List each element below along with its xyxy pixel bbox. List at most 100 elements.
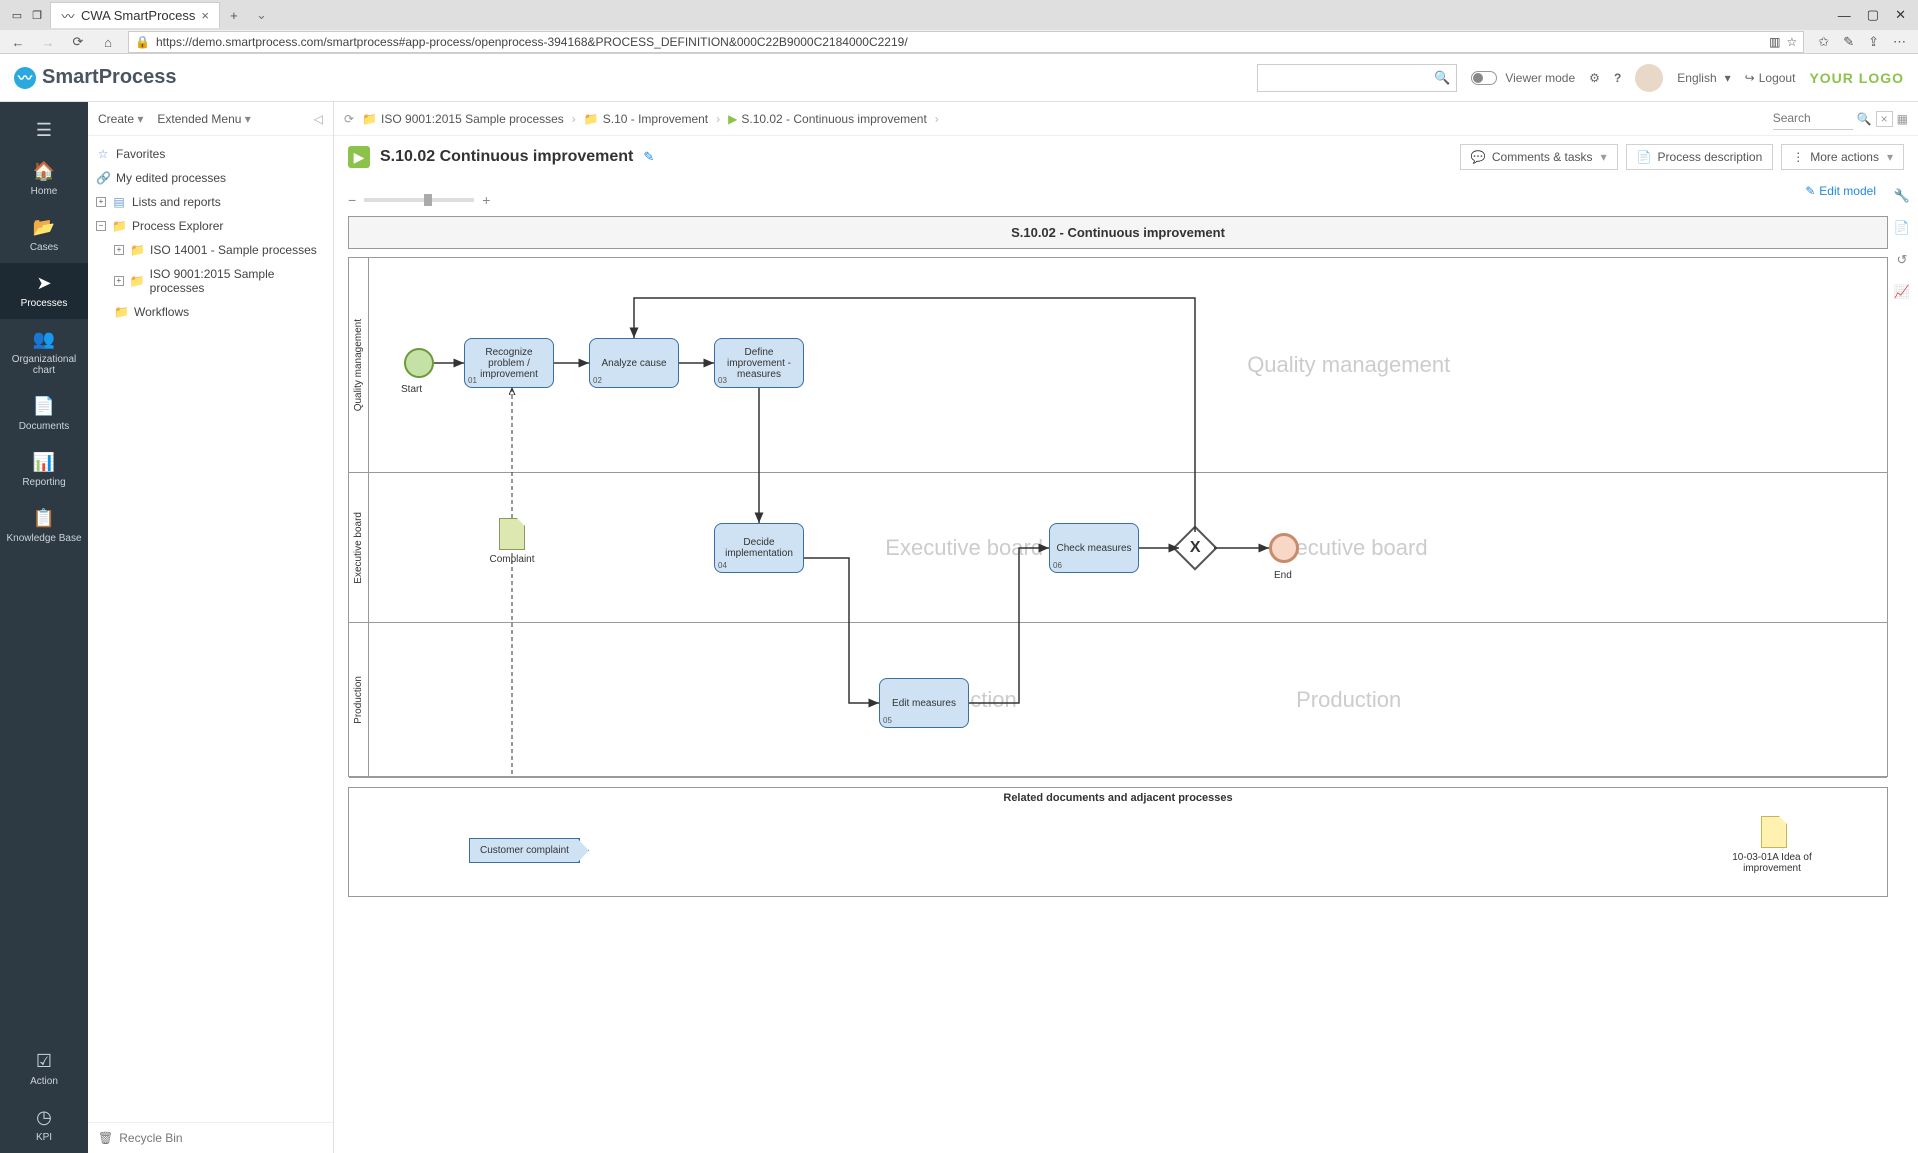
logout-button[interactable]: ↪ Logout xyxy=(1745,71,1796,85)
zoom-slider[interactable] xyxy=(364,198,474,202)
extended-menu-dropdown[interactable]: Extended Menu xyxy=(157,112,250,126)
forward-icon[interactable]: → xyxy=(38,32,58,52)
home-icon[interactable]: ⌂ xyxy=(98,32,118,52)
viewer-mode-label: Viewer mode xyxy=(1505,71,1575,85)
bc-item-2[interactable]: 📁S.10 - Improvement xyxy=(584,112,708,126)
lock-icon: 🔒 xyxy=(135,35,150,49)
rail-org[interactable]: 👥Organizational chart xyxy=(0,319,88,386)
right-tool-rail: 🔧 📄 ↺ 📈 xyxy=(1890,188,1914,300)
tree-iso9001[interactable]: +📁ISO 9001:2015 Sample processes xyxy=(92,262,329,300)
rail-kpi[interactable]: ◷KPI xyxy=(0,1097,88,1153)
collapse-icon[interactable]: − xyxy=(96,221,106,231)
grid-icon[interactable]: ▦ xyxy=(1897,112,1908,126)
tree-iso14001[interactable]: +📁ISO 14001 - Sample processes xyxy=(92,238,329,262)
browser-tab[interactable]: 〰 CWA SmartProcess × xyxy=(50,2,220,28)
zoom-out-icon[interactable]: − xyxy=(348,192,356,208)
pencil-icon: ✎ xyxy=(1805,184,1815,198)
more-icon[interactable]: ⋯ xyxy=(1893,34,1906,50)
edit-model-link[interactable]: ✎Edit model xyxy=(1805,184,1876,198)
toggle-icon[interactable] xyxy=(1471,71,1497,85)
tree-explorer[interactable]: −📁Process Explorer xyxy=(92,214,329,238)
minimize-icon[interactable]: — xyxy=(1838,8,1851,23)
folder-icon: 📁 xyxy=(130,274,144,288)
call-activity-customer-complaint[interactable]: Customer complaint xyxy=(469,838,580,863)
end-event[interactable] xyxy=(1269,533,1299,563)
page-head: ▶ S.10.02 Continuous improvement ✎ 💬Comm… xyxy=(334,136,1918,178)
comments-button[interactable]: 💬Comments & tasks xyxy=(1460,144,1618,170)
ink-icon[interactable]: ✎ xyxy=(1843,34,1854,50)
star-icon[interactable]: ☆ xyxy=(1787,35,1798,49)
close-icon[interactable]: × xyxy=(201,8,209,23)
recycle-bin[interactable]: 🗑 Recycle Bin xyxy=(88,1122,333,1153)
related-box: Related documents and adjacent processes… xyxy=(348,787,1888,897)
data-object-complaint[interactable] xyxy=(499,518,525,550)
tree-my-edited[interactable]: 🔗My edited processes xyxy=(92,166,329,190)
task-02[interactable]: Analyze cause 02 xyxy=(589,338,679,388)
breadcrumb-search-input[interactable] xyxy=(1773,108,1853,130)
edit-title-icon[interactable]: ✎ xyxy=(643,149,654,165)
refresh-icon[interactable]: ⟳ xyxy=(344,112,354,126)
refresh-icon[interactable]: ⟳ xyxy=(68,32,88,52)
wrench-icon[interactable]: 🔧 xyxy=(1894,188,1910,204)
bc-item-3[interactable]: ▶S.10.02 - Continuous improvement xyxy=(728,112,927,126)
rail-cases[interactable]: 📂Cases xyxy=(0,207,88,263)
new-tab-button[interactable]: + xyxy=(220,2,248,28)
expand-icon[interactable]: + xyxy=(114,245,124,255)
window-close-icon[interactable]: ✕ xyxy=(1895,7,1906,23)
history-icon[interactable]: ↺ xyxy=(1897,252,1908,268)
rail-processes[interactable]: ➤Processes xyxy=(0,263,88,319)
maximize-icon[interactable]: ▢ xyxy=(1867,7,1879,23)
app-logo[interactable]: 〰 SmartProcess xyxy=(14,66,177,89)
back-icon[interactable]: ← xyxy=(8,32,28,52)
chart-icon[interactable]: 📈 xyxy=(1894,284,1910,300)
logout-label: Logout xyxy=(1759,71,1796,85)
expand-icon[interactable]: + xyxy=(114,276,124,286)
tree-favorites[interactable]: ☆Favorites xyxy=(92,142,329,166)
viewer-mode-toggle[interactable]: Viewer mode xyxy=(1471,71,1575,85)
task-04[interactable]: Decide implementation 04 xyxy=(714,523,804,573)
share-icon[interactable]: ⇪ xyxy=(1868,34,1879,50)
task-01[interactable]: Recognize problem / improvement 01 xyxy=(464,338,554,388)
tabs-dropdown-icon[interactable]: ⌄ xyxy=(256,7,267,23)
collapse-panel-icon[interactable]: ◁ xyxy=(314,112,323,126)
clear-icon[interactable]: × xyxy=(1876,111,1893,127)
rail-reporting[interactable]: 📊Reporting xyxy=(0,442,88,498)
help-icon[interactable]: ? xyxy=(1614,71,1621,85)
bc-item-1[interactable]: 📁ISO 9001:2015 Sample processes xyxy=(362,112,564,126)
favorites-icon[interactable]: ✩ xyxy=(1818,34,1829,50)
language-selector[interactable]: English▾ xyxy=(1677,71,1730,85)
lane-label-eb: Executive board xyxy=(349,473,369,622)
file-icon[interactable]: 📄 xyxy=(1894,220,1910,236)
reader-icon[interactable]: ▥ xyxy=(1769,35,1780,49)
rail-home[interactable]: 🏠Home xyxy=(0,151,88,207)
zoom-in-icon[interactable]: + xyxy=(482,192,490,208)
lane-watermark: Quality management xyxy=(1247,352,1450,378)
task-06[interactable]: Check measures 06 xyxy=(1049,523,1139,573)
rail-kb[interactable]: 📋Knowledge Base xyxy=(0,498,88,554)
rail-action[interactable]: ☑Action xyxy=(0,1041,88,1097)
expand-icon[interactable]: + xyxy=(96,197,106,207)
url-box[interactable]: 🔒 https://demo.smartprocess.com/smartpro… xyxy=(128,31,1804,53)
start-event[interactable] xyxy=(404,348,434,378)
taskview-icons: ▭❐ xyxy=(4,6,50,24)
tab-bar: ▭❐ 〰 CWA SmartProcess × + ⌄ — ▢ ✕ xyxy=(0,0,1918,30)
rail-documents[interactable]: 📄Documents xyxy=(0,386,88,442)
hamburger-button[interactable]: ☰ xyxy=(0,110,88,151)
logout-icon: ↪ xyxy=(1745,71,1755,85)
note-idea[interactable] xyxy=(1761,816,1787,848)
global-search-input[interactable] xyxy=(1264,71,1434,85)
global-search[interactable]: 🔍 xyxy=(1257,64,1457,92)
tree-workflows[interactable]: 📁Workflows xyxy=(92,300,329,324)
related-title: Related documents and adjacent processes xyxy=(349,788,1887,809)
avatar[interactable] xyxy=(1635,64,1663,92)
description-button[interactable]: 📄Process description xyxy=(1626,144,1774,170)
search-icon[interactable]: 🔍 xyxy=(1434,70,1450,86)
task-05[interactable]: Edit measures 05 xyxy=(879,678,969,728)
task-03[interactable]: Define improvement - measures 03 xyxy=(714,338,804,388)
zoom-thumb[interactable] xyxy=(424,194,432,206)
more-actions-button[interactable]: ⋮More actions xyxy=(1781,144,1904,170)
gear-icon[interactable]: ⚙ xyxy=(1589,71,1600,85)
search-icon[interactable]: 🔍 xyxy=(1857,112,1872,126)
create-dropdown[interactable]: Create xyxy=(98,112,143,126)
tree-lists[interactable]: +▤Lists and reports xyxy=(92,190,329,214)
